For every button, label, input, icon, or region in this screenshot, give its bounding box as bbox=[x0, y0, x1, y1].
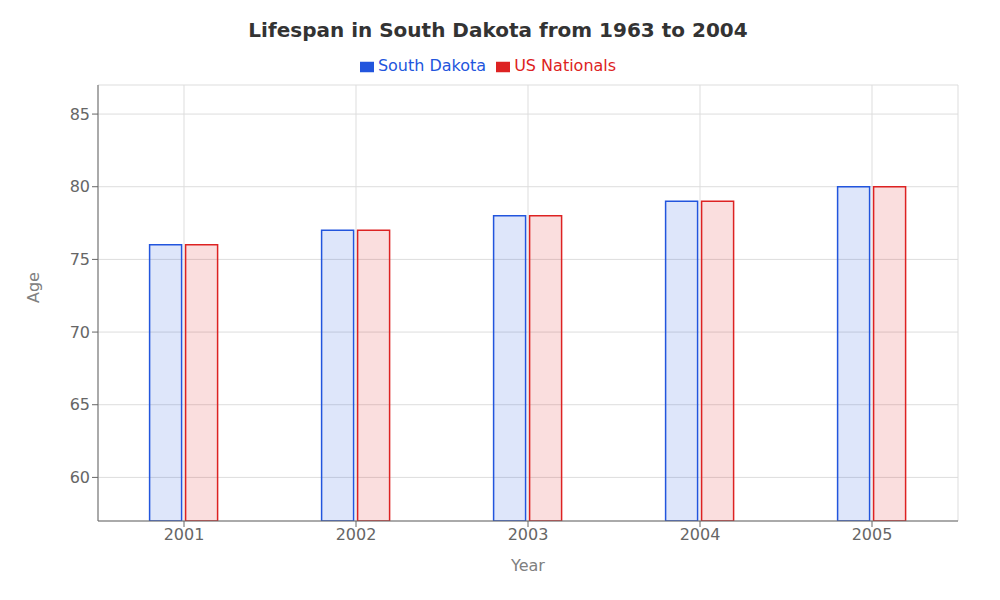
html-text:US Nationals: US Nationals bbox=[514, 56, 617, 75]
svg-text:2002: 2002 bbox=[336, 525, 377, 544]
svg-text:60: 60 bbox=[70, 468, 90, 487]
svg-text:2004: 2004 bbox=[680, 525, 721, 544]
svg-text:Year: Year bbox=[510, 556, 545, 575]
html-text:South Dakota: South Dakota bbox=[377, 56, 487, 75]
svg-text:80: 80 bbox=[70, 177, 90, 196]
svg-text:Age: Age bbox=[24, 272, 43, 303]
svg-text:70: 70 bbox=[70, 323, 90, 342]
svg-text:85: 85 bbox=[70, 105, 90, 124]
svg-text:2001: 2001 bbox=[164, 525, 205, 544]
html-text:Lifespan in South Dakota from: Lifespan in South Dakota from 1963 to 20… bbox=[248, 18, 748, 42]
svg-text:65: 65 bbox=[70, 395, 90, 414]
svg-text:2003: 2003 bbox=[508, 525, 549, 544]
svg-text:2005: 2005 bbox=[852, 525, 893, 544]
svg-text:75: 75 bbox=[70, 250, 90, 269]
